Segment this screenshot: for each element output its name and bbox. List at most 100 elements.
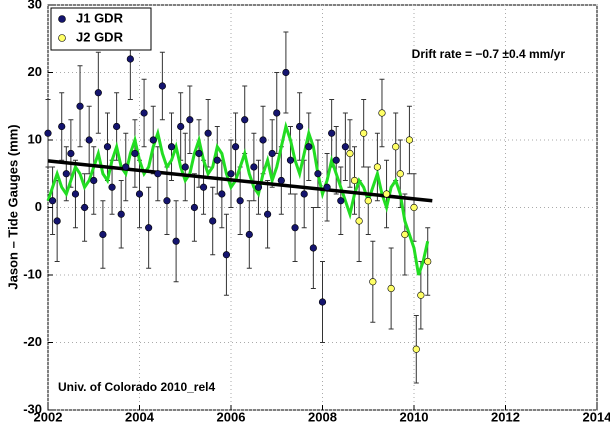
y-tick-label: 0: [35, 199, 42, 214]
y-tick-label: -10: [23, 266, 42, 281]
x-tick-label: 2004: [125, 409, 155, 424]
trend-line: [47, 159, 433, 203]
point: [67, 149, 75, 158]
x-tick-label: 2002: [34, 409, 63, 424]
point: [62, 170, 70, 178]
y-tick-label: 20: [28, 64, 42, 79]
point: [149, 136, 157, 144]
x-tick-label: 2008: [308, 409, 337, 424]
point: [259, 136, 267, 144]
point: [167, 143, 176, 151]
point: [245, 230, 253, 239]
point: [135, 190, 144, 198]
point: [282, 68, 290, 77]
point: [44, 129, 52, 137]
point: [58, 122, 66, 131]
point: [53, 217, 61, 225]
x-tick-label: 2012: [491, 409, 520, 424]
point: [277, 176, 285, 185]
x-tick-label: 2006: [217, 409, 246, 424]
x-tick-label: 2010: [400, 409, 429, 424]
point: [412, 345, 420, 353]
y-tick-label: -20: [23, 334, 42, 349]
point: [332, 156, 340, 164]
legend-label: J1 GDR: [76, 10, 124, 25]
point: [99, 230, 107, 239]
legend-marker: [58, 34, 66, 42]
point: [286, 156, 295, 164]
point: [300, 190, 308, 198]
point: [177, 122, 185, 131]
point: [71, 190, 80, 198]
point: [360, 129, 368, 137]
point: [323, 183, 331, 191]
smoothed-line: [46, 120, 430, 276]
point: [305, 143, 313, 151]
point: [401, 230, 409, 239]
y-axis-label: Jason – Tide Gauges (mm): [5, 124, 20, 289]
point: [131, 149, 139, 158]
point: [350, 176, 359, 185]
point: [264, 210, 272, 218]
point: [231, 143, 240, 151]
point: [145, 224, 153, 232]
point: [103, 143, 112, 151]
point: [346, 149, 354, 158]
legend-marker: [58, 15, 66, 23]
point: [90, 176, 98, 185]
point: [218, 190, 226, 198]
point: [213, 156, 221, 164]
point: [172, 237, 180, 245]
point: [364, 197, 372, 205]
point: [373, 163, 382, 171]
point: [204, 129, 212, 137]
point: [199, 183, 208, 191]
y-tick-label: 10: [28, 131, 42, 146]
point: [410, 203, 418, 212]
point: [85, 136, 93, 144]
point: [158, 82, 166, 90]
point: [273, 109, 281, 117]
point: [163, 197, 171, 205]
point: [355, 217, 363, 225]
point: [387, 284, 395, 293]
y-tick-label: 30: [28, 0, 42, 11]
point: [378, 109, 386, 117]
point: [227, 170, 235, 178]
point: [337, 197, 345, 205]
point: [396, 170, 404, 178]
point: [181, 163, 189, 171]
point: [113, 122, 121, 131]
x-tick-label: 2014: [583, 409, 610, 424]
point: [76, 102, 84, 110]
point: [222, 251, 231, 259]
point: [254, 183, 263, 191]
point: [94, 89, 102, 97]
point: [392, 143, 400, 151]
point: [241, 116, 249, 124]
point: [250, 163, 258, 171]
annotation: Drift rate = −0.7 ±0.4 mm/yr: [412, 47, 566, 61]
point: [108, 183, 116, 191]
point: [314, 170, 322, 178]
point: [291, 224, 299, 232]
point: [296, 122, 304, 131]
point: [369, 278, 377, 286]
point: [417, 291, 425, 299]
legend-label: J2 GDR: [76, 29, 124, 44]
point: [209, 217, 217, 225]
point: [195, 149, 203, 158]
point: [424, 257, 432, 266]
point: [186, 116, 194, 124]
point: [48, 197, 57, 205]
legend-box: [50, 7, 152, 51]
point: [117, 210, 125, 218]
point: [236, 197, 244, 205]
y-tick-label: -30: [23, 401, 42, 416]
annotation: Univ. of Colorado 2010_rel4: [58, 380, 215, 394]
point: [268, 149, 276, 158]
point: [80, 203, 89, 212]
point: [382, 190, 391, 198]
point: [318, 298, 327, 306]
